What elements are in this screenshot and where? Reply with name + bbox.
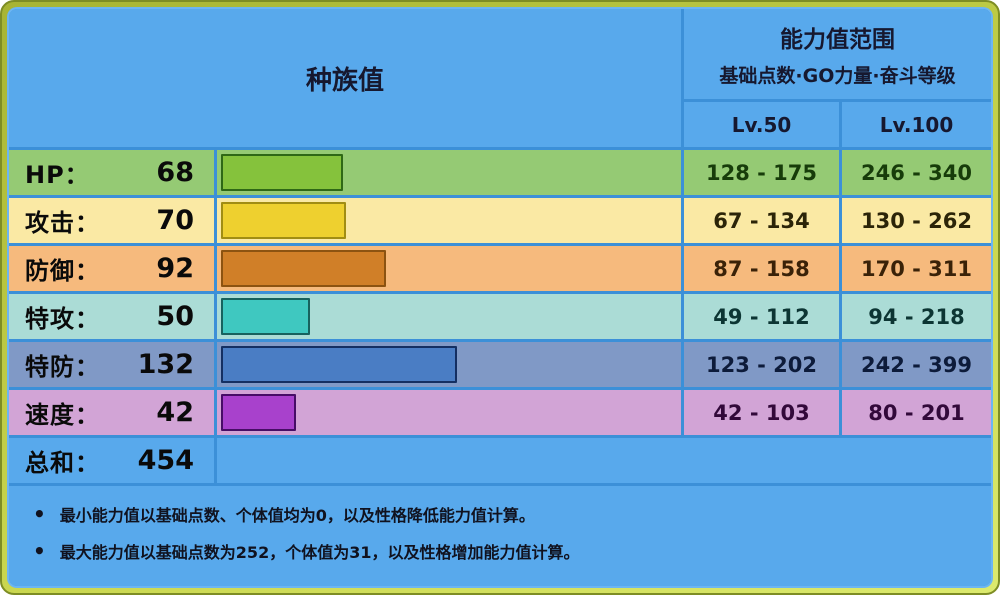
bullet-icon: • <box>33 502 46 526</box>
stat-label: 攻击： <box>25 209 100 237</box>
stat-label-cell: HP： 68 <box>9 150 214 195</box>
stat-label-cell: 攻击： 70 <box>9 198 214 243</box>
stat-label-cell: 特防： 132 <box>9 342 214 387</box>
stat-value: 42 <box>156 397 194 428</box>
stat-bar-track <box>217 294 681 339</box>
footnote-min: • 最小能力值以基础点数、个体值均为0，以及性格降低能力值计算。 <box>33 502 981 526</box>
stat-range-lv50: 67 - 134 <box>684 198 839 243</box>
stat-range-lv50: 49 - 112 <box>684 294 839 339</box>
stat-range-lv50: 123 - 202 <box>684 342 839 387</box>
stat-bar-track <box>217 390 681 435</box>
stat-bar-track <box>217 150 681 195</box>
stat-range-lv100: 80 - 201 <box>842 390 991 435</box>
stat-bar-track <box>217 246 681 291</box>
stat-bar-track <box>217 342 681 387</box>
stat-bar <box>221 346 458 383</box>
range-subtitle: 基础点数·GO力量·奋斗等级 <box>719 65 956 87</box>
footnote-min-text: 最小能力值以基础点数、个体值均为0，以及性格降低能力值计算。 <box>59 506 535 525</box>
stat-range-lv50: 128 - 175 <box>684 150 839 195</box>
footnote-max: • 最大能力值以基础点数为252，个体值为31，以及性格增加能力值计算。 <box>33 539 981 563</box>
bullet-icon: • <box>33 539 46 563</box>
stat-label: 速度： <box>25 401 100 429</box>
stat-bar <box>221 394 297 431</box>
stat-range-lv100: 246 - 340 <box>842 150 991 195</box>
footnote-max-text: 最大能力值以基础点数为252，个体值为31，以及性格增加能力值计算。 <box>59 543 580 562</box>
stat-bar <box>221 154 343 191</box>
stats-table: 种族值 能力值范围 基础点数·GO力量·奋斗等级 Lv.50 Lv.100 总和… <box>9 9 991 586</box>
stat-bar <box>221 250 386 287</box>
total-label: 总和： <box>25 449 100 477</box>
stat-range-lv100: 170 - 311 <box>842 246 991 291</box>
stat-range-lv50: 42 - 103 <box>684 390 839 435</box>
total-value: 454 <box>137 445 194 476</box>
stat-label-cell: 速度： 42 <box>9 390 214 435</box>
stat-bar <box>221 202 347 239</box>
stat-range-lv100: 94 - 218 <box>842 294 991 339</box>
column-header-lv100: Lv.100 <box>842 102 991 147</box>
stat-label: 防御： <box>25 257 100 285</box>
stat-label: 特防： <box>25 353 100 381</box>
stat-value: 92 <box>156 253 194 284</box>
stat-value: 70 <box>156 205 194 236</box>
footnotes: • 最小能力值以基础点数、个体值均为0，以及性格降低能力值计算。 • 最大能力值… <box>9 486 991 586</box>
range-title: 能力值范围 <box>780 27 895 53</box>
column-header-lv50: Lv.50 <box>684 102 839 147</box>
stat-value: 68 <box>156 157 194 188</box>
stat-label: HP： <box>25 161 90 189</box>
stat-label-cell: 防御： 92 <box>9 246 214 291</box>
stat-value: 132 <box>137 349 194 380</box>
stat-value: 50 <box>156 301 194 332</box>
total-cell: 总和： 454 <box>9 438 214 483</box>
range-header-block: 能力值范围 基础点数·GO力量·奋斗等级 Lv.50 Lv.100 <box>684 9 991 147</box>
stat-range-lv100: 242 - 399 <box>842 342 991 387</box>
base-stats-header: 种族值 <box>9 9 681 147</box>
stat-label-cell: 特攻： 50 <box>9 294 214 339</box>
stat-bar <box>221 298 311 335</box>
stat-label: 特攻： <box>25 305 100 333</box>
stat-range-lv50: 87 - 158 <box>684 246 839 291</box>
stat-bar-track <box>217 198 681 243</box>
stat-range-lv100: 130 - 262 <box>842 198 991 243</box>
range-header: 能力值范围 基础点数·GO力量·奋斗等级 <box>684 9 991 99</box>
total-empty-cell <box>217 438 991 483</box>
panel-edge: 种族值 能力值范围 基础点数·GO力量·奋斗等级 Lv.50 Lv.100 总和… <box>7 7 993 588</box>
